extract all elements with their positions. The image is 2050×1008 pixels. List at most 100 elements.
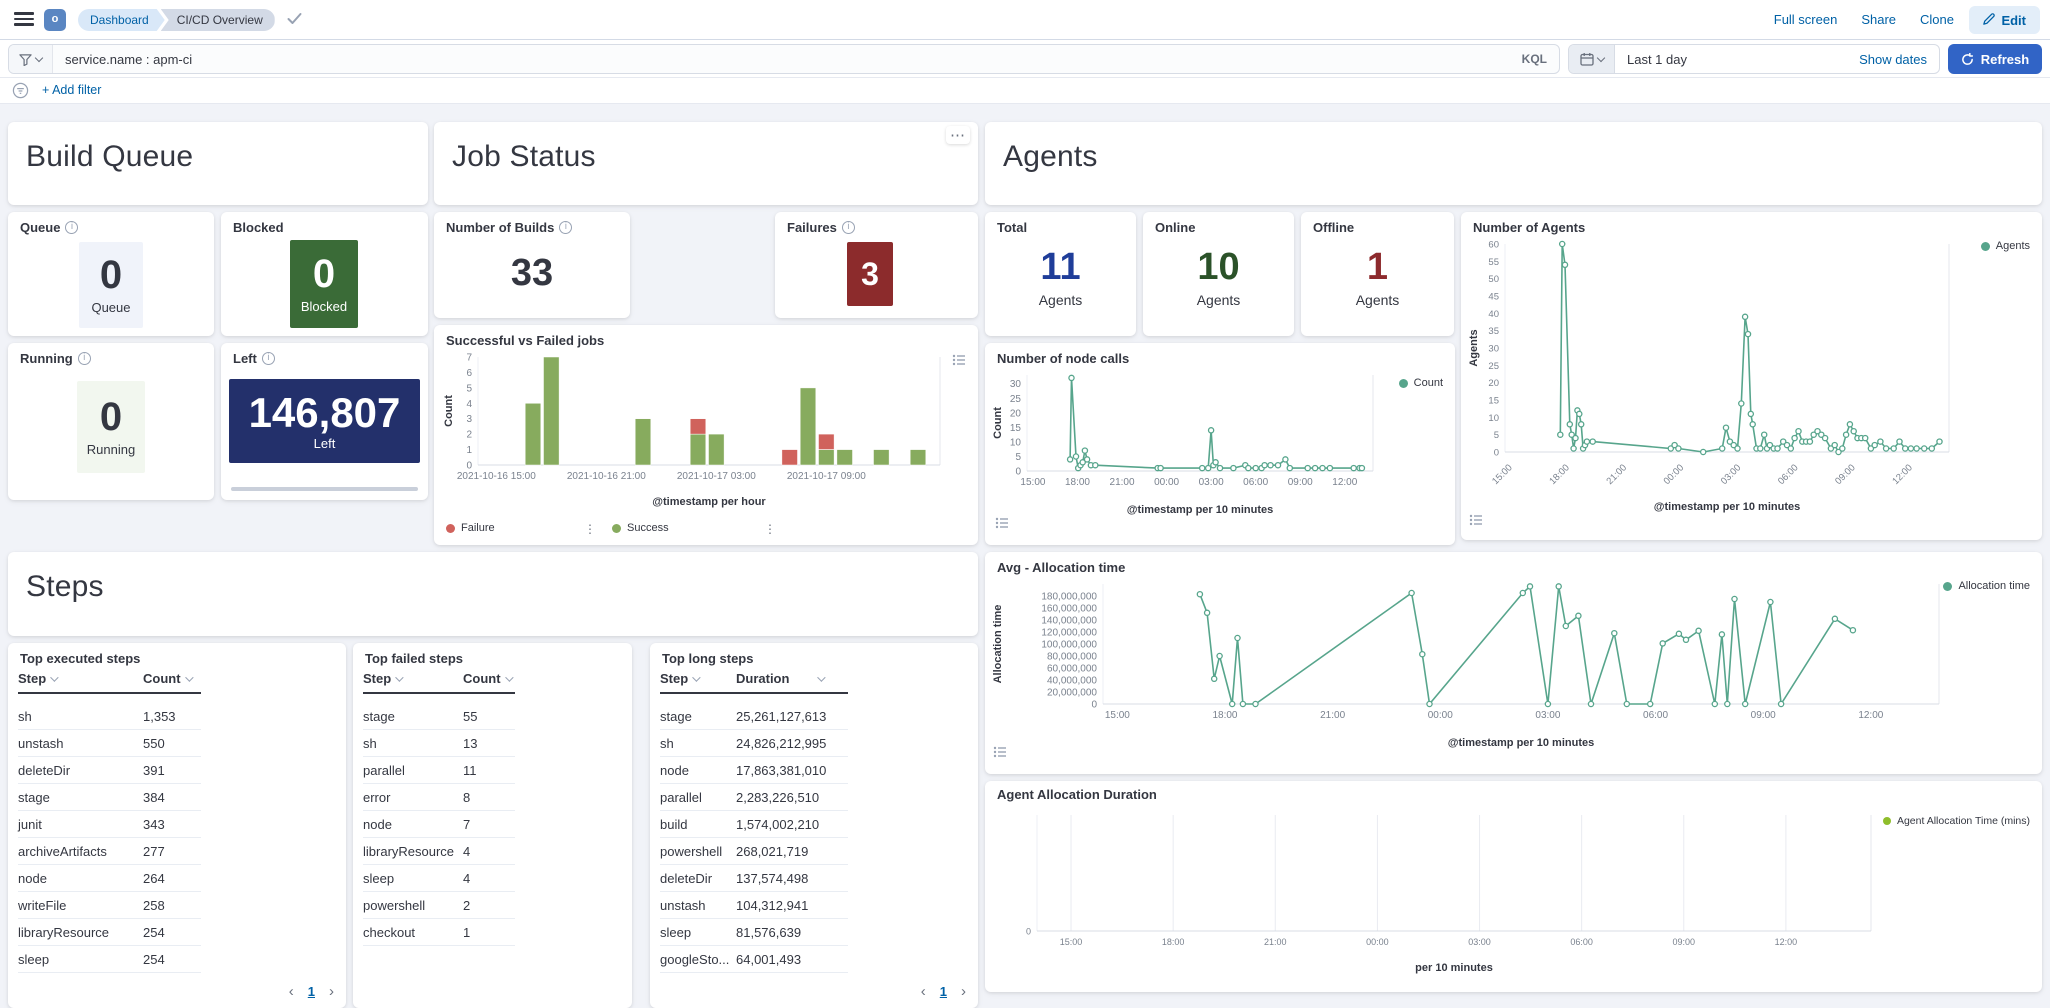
previous-page-icon[interactable]: ‹ (920, 983, 926, 1000)
svg-text:2021-10-17 03:00: 2021-10-17 03:00 (677, 471, 756, 482)
column-header-step[interactable]: Step (18, 671, 143, 686)
metric-value: 3 (861, 256, 879, 292)
edit-button[interactable]: Edit (1969, 6, 2040, 34)
query-input-box[interactable]: service.name : apm-ci KQL (8, 44, 1560, 74)
agent-allocation-duration-panel: Agent Allocation Duration 0 15:00 18:00 21:… (985, 781, 2042, 992)
legend-toggle-icon[interactable] (1469, 513, 1483, 532)
agent-allocation-duration-chart[interactable]: 0 15:00 18:00 21:00 00:00 03:00 06:00 09:00 12:0… (993, 805, 1883, 975)
query-language-toggle[interactable]: KQL (1521, 52, 1547, 66)
saved-query-menu-button[interactable] (9, 45, 53, 73)
column-header-count[interactable]: Count (143, 671, 201, 686)
legend-label: Allocation time (1958, 580, 2030, 592)
legend-item-count[interactable]: Count (1398, 377, 1443, 389)
page-number[interactable]: 1 (307, 984, 315, 999)
filter-options-icon[interactable] (12, 82, 29, 104)
svg-text:50: 50 (1488, 274, 1499, 285)
clone-button[interactable]: Clone (1920, 12, 1954, 27)
breadcrumb-current-dashboard[interactable]: CI/CD Overview (160, 9, 275, 31)
column-header-step[interactable]: Step (660, 671, 736, 686)
legend-toggle-icon[interactable] (952, 353, 966, 372)
full-screen-button[interactable]: Full screen (1773, 12, 1838, 27)
number-of-node-calls-chart[interactable]: 0 5 10 15 20 25 30 15:00 18:00 21:00 00:00 03:00 06:… (991, 367, 1383, 517)
cell-value: 264 (143, 870, 165, 886)
refresh-button[interactable]: Refresh (1948, 44, 2042, 74)
number-of-agents-chart[interactable]: 0 5 10 15 20 25 30 35 40 45 50 55 60 15:00 18:00 21:00 0… (1467, 236, 1959, 514)
column-header-duration[interactable]: Duration (736, 671, 848, 686)
table-row: powershell 268,021,719 (660, 838, 848, 865)
table-row: libraryResource 254 (18, 919, 201, 946)
table-row: deleteDir 137,574,498 (660, 865, 848, 892)
table-row: build 1,574,002,210 (660, 811, 848, 838)
cell-value: 2 (463, 897, 471, 913)
svg-text:09:00: 09:00 (1751, 710, 1776, 721)
job-status-title-panel: Job Status ⋯ (434, 122, 978, 205)
cell-step: writeFile (18, 897, 67, 913)
svg-text:5: 5 (1015, 452, 1021, 463)
breadcrumb-dashboard[interactable]: Dashboard (78, 9, 165, 31)
filter-icon (19, 53, 32, 66)
info-icon[interactable] (261, 352, 275, 365)
legend-label: Agent Allocation Time (mins) (1896, 815, 2030, 827)
previous-page-icon[interactable]: ‹ (288, 983, 294, 1000)
next-page-icon[interactable]: › (961, 983, 966, 1000)
time-range-value[interactable]: Last 1 day (1627, 51, 1687, 67)
horizontal-scrollbar[interactable] (231, 487, 418, 491)
query-input[interactable]: service.name : apm-ci (65, 51, 193, 67)
svg-text:21:00: 21:00 (1604, 462, 1629, 487)
table-row: powershell 2 (363, 892, 515, 919)
legend-item-success[interactable]: Success (612, 522, 669, 534)
show-dates-button[interactable]: Show dates (1859, 51, 1927, 67)
date-quick-select-button[interactable] (1569, 45, 1615, 73)
share-button[interactable]: Share (1861, 12, 1897, 27)
panel-title: Failures (787, 220, 837, 235)
next-page-icon[interactable]: › (329, 983, 334, 1000)
page-number[interactable]: 1 (939, 984, 947, 999)
info-icon[interactable] (559, 221, 573, 234)
chart-title: Agent Allocation Duration (997, 787, 1157, 802)
panel-title: Queue (20, 220, 61, 235)
cell-step: unstash (660, 897, 706, 913)
table-row: sleep 4 (363, 865, 515, 892)
menu-icon[interactable] (14, 12, 34, 28)
metric-box: 0 Queue (79, 242, 143, 328)
svg-text:60: 60 (1488, 240, 1499, 251)
info-icon[interactable] (65, 221, 79, 234)
svg-text:21:00: 21:00 (1110, 477, 1135, 488)
legend-item-menu-icon[interactable]: ⋮ (764, 522, 776, 536)
table-row: sh 1,353 (18, 703, 201, 730)
cell-value: 254 (143, 924, 165, 940)
svg-text:06:00: 06:00 (1643, 710, 1668, 721)
avg-allocation-time-chart[interactable]: 0 20,000,000 40,000,000 60,000,000 80,000,00… (991, 574, 1951, 750)
svg-text:09:00: 09:00 (1673, 937, 1696, 947)
panel-options-icon[interactable]: ⋯ (946, 126, 970, 144)
metric-label: Agents (1355, 292, 1400, 308)
elastic-logo-icon[interactable]: o (44, 9, 66, 31)
add-filter-button[interactable]: + Add filter (42, 83, 102, 97)
chart-title: Avg - Allocation time (997, 560, 1126, 575)
number-of-node-calls-panel: Number of node calls 0 5 10 15 20 25 30 15:00 18… (985, 343, 1455, 545)
info-icon[interactable] (77, 352, 91, 365)
legend-toggle-icon[interactable] (995, 516, 1009, 535)
legend-item-allocation-time[interactable]: Allocation time (1943, 580, 2030, 592)
build-queue-title-panel: Build Queue (8, 122, 428, 205)
legend-item-agent-allocation-time[interactable]: Agent Allocation Time (mins) (1882, 815, 2030, 827)
column-header-step[interactable]: Step (363, 671, 463, 686)
info-icon[interactable] (841, 221, 855, 234)
svg-text:15:00: 15:00 (1490, 462, 1515, 487)
legend-item-failure[interactable]: Failure (446, 522, 495, 534)
successful-vs-failed-jobs-chart[interactable]: 0 1 2 3 4 5 6 7 2021-10-16 15:00 2021-10-16 21:00… (442, 351, 958, 509)
metric-label: Agents (1038, 292, 1083, 308)
legend-toggle-icon[interactable] (993, 745, 1007, 764)
legend-item-agents[interactable]: Agents (1980, 240, 2030, 252)
section-title-job-status: Job Status (452, 140, 596, 173)
legend-label: Failure (461, 522, 495, 534)
section-title-build-queue: Build Queue (26, 140, 194, 173)
cell-step: libraryResource (363, 843, 455, 859)
avg-allocation-time-panel: Avg - Allocation time 0 20,000,000 40,000,… (985, 552, 2042, 774)
legend-item-menu-icon[interactable]: ⋮ (584, 522, 596, 536)
svg-text:25: 25 (1488, 361, 1499, 372)
svg-text:35: 35 (1488, 326, 1499, 337)
svg-text:Count: Count (992, 407, 1004, 439)
column-header-count[interactable]: Count (463, 671, 515, 686)
